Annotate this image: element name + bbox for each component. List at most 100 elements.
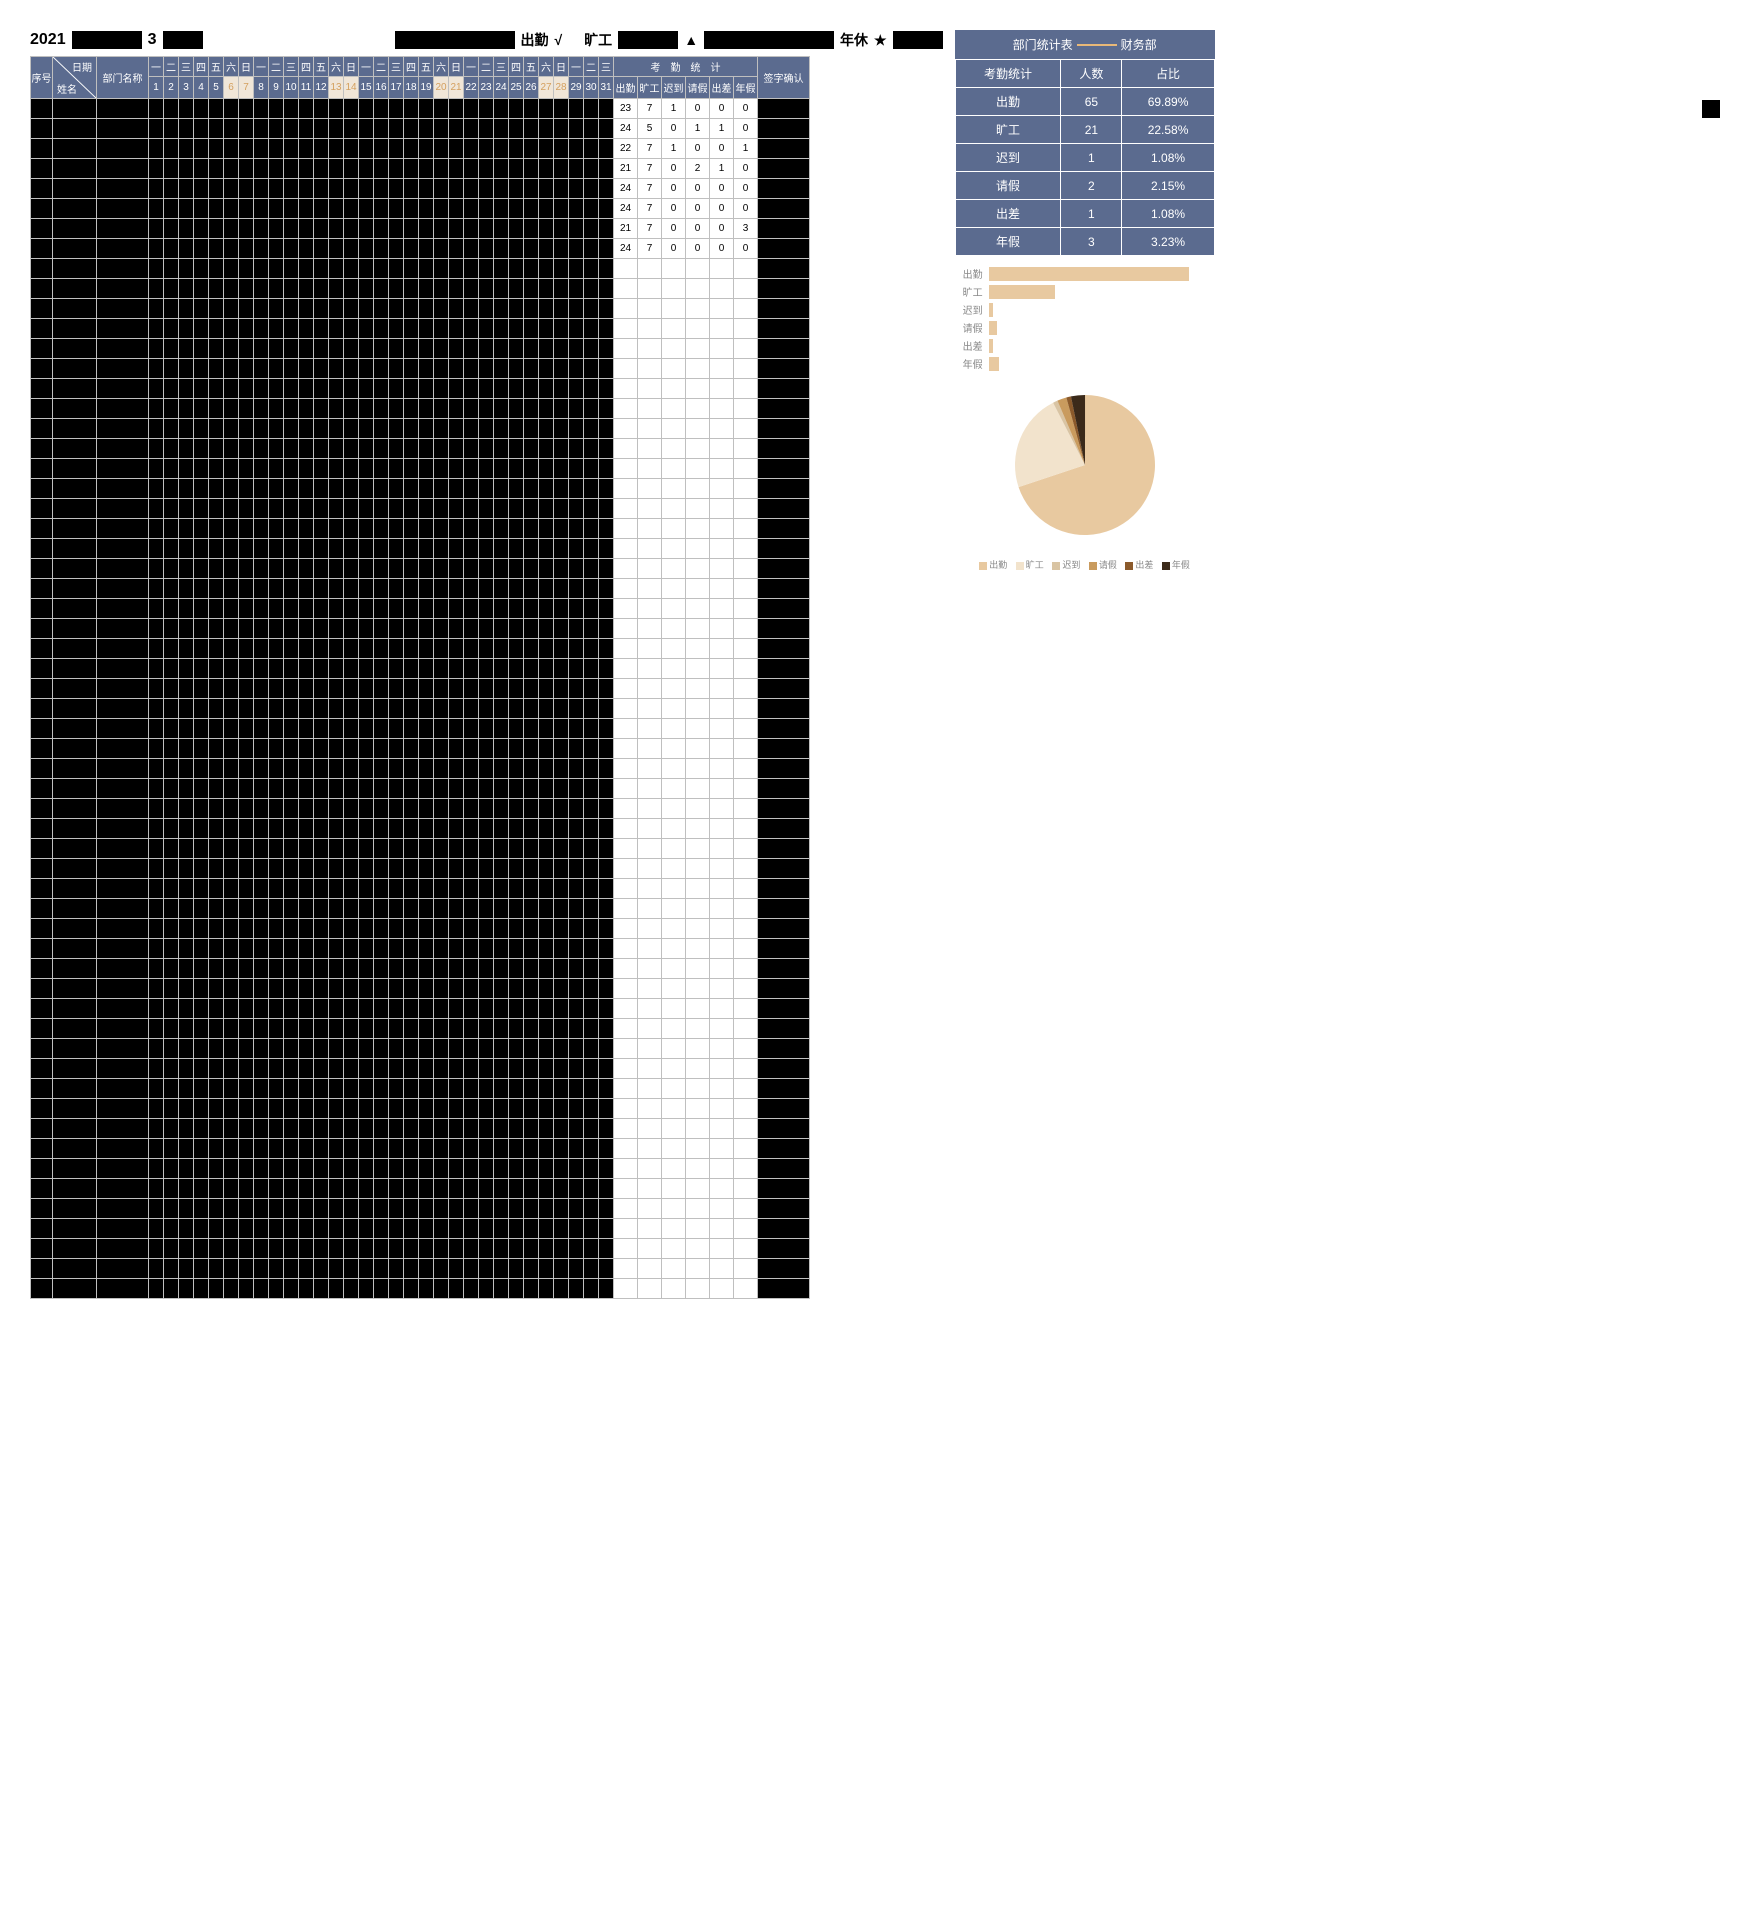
cell-day xyxy=(149,979,164,999)
cell-dept xyxy=(97,859,149,879)
cell-name xyxy=(53,239,97,259)
cell-day xyxy=(389,779,404,799)
cell-day xyxy=(254,1239,269,1259)
cell-stat xyxy=(662,579,686,599)
cell-day xyxy=(194,1099,209,1119)
cell-dept xyxy=(97,1179,149,1199)
cell-day xyxy=(239,1079,254,1099)
table-row xyxy=(31,839,810,859)
cell-day xyxy=(179,239,194,259)
weekday-18: 四 xyxy=(404,57,419,77)
table-row xyxy=(31,639,810,659)
cell-stat xyxy=(734,319,758,339)
cell-day xyxy=(479,559,494,579)
cell-day xyxy=(209,179,224,199)
cell-day xyxy=(584,879,599,899)
cell-day xyxy=(599,839,614,859)
cell-stat xyxy=(734,379,758,399)
cell-day xyxy=(329,699,344,719)
cell-day xyxy=(599,1219,614,1239)
cell-day xyxy=(269,759,284,779)
cell-day xyxy=(164,1279,179,1299)
cell-day xyxy=(284,279,299,299)
cell-day xyxy=(254,419,269,439)
cell-day xyxy=(449,599,464,619)
cell-day xyxy=(569,1139,584,1159)
cell-day xyxy=(179,299,194,319)
cell-day xyxy=(299,699,314,719)
cell-day xyxy=(494,639,509,659)
cell-day xyxy=(494,779,509,799)
cell-day xyxy=(464,179,479,199)
cell-day xyxy=(524,679,539,699)
cell-day xyxy=(404,799,419,819)
cell-day xyxy=(209,199,224,219)
cell-day xyxy=(314,1139,329,1159)
cell-day xyxy=(584,279,599,299)
cell-day xyxy=(419,579,434,599)
cell-day xyxy=(404,1279,419,1299)
cell-day xyxy=(359,499,374,519)
stats-row: 旷工 21 22.58% xyxy=(955,116,1214,144)
cell-day xyxy=(494,319,509,339)
table-row xyxy=(31,759,810,779)
cell-day xyxy=(449,799,464,819)
cell-seq xyxy=(31,779,53,799)
cell-day xyxy=(284,1139,299,1159)
cell-day xyxy=(284,619,299,639)
cell-day xyxy=(284,439,299,459)
cell-stat xyxy=(614,1199,638,1219)
cell-stat xyxy=(734,1079,758,1099)
cell-day xyxy=(179,539,194,559)
cell-day xyxy=(194,659,209,679)
cell-day xyxy=(359,979,374,999)
cell-day xyxy=(434,1179,449,1199)
cell-day xyxy=(494,199,509,219)
cell-stat xyxy=(734,959,758,979)
cell-day xyxy=(539,779,554,799)
cell-day xyxy=(224,1079,239,1099)
cell-stat xyxy=(614,339,638,359)
cell-stat xyxy=(638,539,662,559)
cell-day xyxy=(479,459,494,479)
cell-day xyxy=(179,1119,194,1139)
cell-stat xyxy=(614,999,638,1019)
cell-day xyxy=(389,559,404,579)
cell-day xyxy=(374,739,389,759)
cell-stat xyxy=(686,799,710,819)
cell-stat xyxy=(686,639,710,659)
stats-count: 1 xyxy=(1061,144,1122,172)
cell-sign xyxy=(758,439,810,459)
cell-day xyxy=(554,539,569,559)
cell-day xyxy=(479,219,494,239)
cell-day xyxy=(149,1019,164,1039)
cell-day xyxy=(149,439,164,459)
cell-day xyxy=(419,119,434,139)
cell-day xyxy=(149,1039,164,1059)
cell-day xyxy=(434,519,449,539)
cell-day xyxy=(524,1179,539,1199)
cell-day xyxy=(584,119,599,139)
cell-stat xyxy=(662,459,686,479)
cell-day xyxy=(299,479,314,499)
cell-day xyxy=(419,239,434,259)
cell-stat xyxy=(614,579,638,599)
cell-stat xyxy=(662,379,686,399)
table-row xyxy=(31,1279,810,1299)
cell-day xyxy=(524,799,539,819)
cell-day xyxy=(374,659,389,679)
cell-day xyxy=(374,319,389,339)
cell-day xyxy=(374,719,389,739)
cell-day xyxy=(584,919,599,939)
cell-day xyxy=(584,859,599,879)
cell-day xyxy=(449,699,464,719)
cell-day xyxy=(419,779,434,799)
cell-day xyxy=(464,219,479,239)
table-row xyxy=(31,1059,810,1079)
cell-day xyxy=(359,1259,374,1279)
cell-day xyxy=(179,1099,194,1119)
cell-sign xyxy=(758,639,810,659)
cell-day xyxy=(239,319,254,339)
cell-day xyxy=(299,359,314,379)
cell-day xyxy=(329,1199,344,1219)
